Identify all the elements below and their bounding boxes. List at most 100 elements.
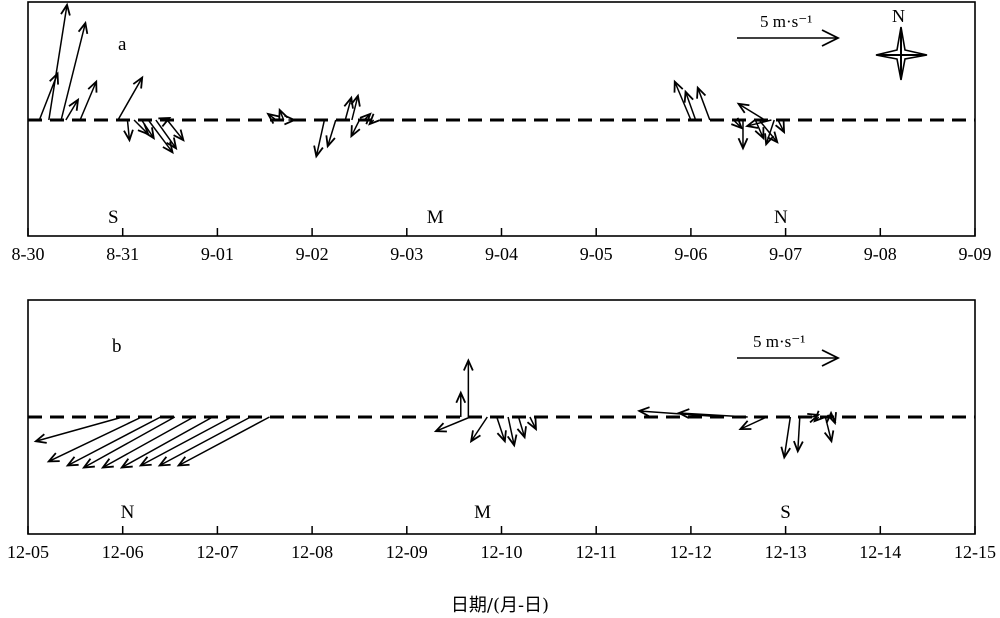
wind-vector-head <box>46 452 60 463</box>
wind-vector-head <box>683 89 694 103</box>
wind-vector-shaft <box>155 119 177 149</box>
wind-vector-shaft <box>133 119 149 135</box>
wind-vector-head <box>823 430 835 444</box>
wind-vector-head <box>737 137 749 151</box>
wind-vector-head <box>736 102 750 114</box>
wind-vector <box>313 119 326 159</box>
wind-vector-shaft <box>140 416 232 467</box>
x-tick-label: 12-07 <box>196 542 238 562</box>
panel-a-label: a <box>118 34 127 55</box>
wind-vector-shaft <box>166 119 184 141</box>
wind-vector-shaft <box>435 416 471 432</box>
wind-vector <box>176 416 270 467</box>
wind-vector-head <box>33 433 47 444</box>
wind-vector-head <box>637 406 650 417</box>
x-tick-label: 8-30 <box>12 244 45 264</box>
wind-vector-head <box>730 117 744 130</box>
wind-vector <box>325 119 337 149</box>
wind-vector <box>158 116 172 128</box>
wind-vector-shaft <box>315 119 326 157</box>
wind-vector-shaft <box>529 416 537 430</box>
wind-vector-head <box>343 95 354 109</box>
wind-vector-head <box>119 458 133 469</box>
scale-arrow-b: 5 m·s⁻¹ <box>737 332 841 367</box>
wind-vector <box>79 79 98 121</box>
wind-vector <box>33 416 123 444</box>
wind-vector-shaft <box>102 416 195 469</box>
wind-vector <box>793 416 804 454</box>
wind-vector <box>65 97 80 121</box>
wind-vector-shaft <box>517 416 526 438</box>
wind-vector <box>496 416 507 444</box>
wind-vector-shaft <box>344 97 353 121</box>
wind-vector-head <box>313 145 324 159</box>
wind-vector <box>48 2 71 121</box>
wind-vector-shaft <box>65 99 79 121</box>
wind-vector <box>676 408 748 419</box>
wind-vector-head <box>673 79 684 93</box>
wind-vector-head <box>157 456 171 467</box>
wind-vector-shaft <box>350 119 361 137</box>
wind-vector-head <box>754 127 765 141</box>
wind-vector-shaft <box>79 81 97 121</box>
wind-vector <box>683 89 697 121</box>
wind-vector <box>730 117 744 130</box>
wind-vector-head <box>60 2 71 16</box>
panel-a-vectors <box>38 2 786 159</box>
wind-vector-shaft <box>147 119 174 153</box>
wind-vector-head <box>138 456 152 467</box>
x-tick-label: 12-12 <box>670 542 712 562</box>
wind-vector-shaft <box>738 103 766 121</box>
wind-vector-head <box>176 456 190 467</box>
wind-vector-head <box>433 422 447 433</box>
wind-vector-shaft <box>83 416 176 469</box>
panel-b-vectors <box>33 358 837 469</box>
wind-vector-head <box>516 426 527 440</box>
x-tick-label: 12-15 <box>954 542 996 562</box>
x-tick-label: 9-08 <box>864 244 897 264</box>
wind-vector <box>826 412 837 426</box>
compass-north-label: N <box>892 6 905 26</box>
wind-vector-shaft <box>351 95 359 121</box>
wind-vector-shaft <box>783 416 792 458</box>
wind-vector-head <box>469 430 481 444</box>
wind-vector <box>737 120 749 151</box>
site-label: N <box>774 207 788 228</box>
wind-vector <box>60 20 89 121</box>
wind-vector <box>100 416 195 469</box>
wind-vector <box>157 416 251 467</box>
scale-arrow-a-head <box>821 29 841 47</box>
wind-vector <box>166 119 185 142</box>
x-tick-label: 9-09 <box>959 244 992 264</box>
wind-vector-shaft <box>777 119 785 133</box>
scale-label-a: 5 m·s⁻¹ <box>760 12 812 31</box>
x-tick-label: 12-09 <box>386 542 428 562</box>
wind-vector <box>123 119 134 143</box>
wind-vector-head <box>68 97 80 111</box>
scale-label-b: 5 m·s⁻¹ <box>753 332 805 351</box>
wind-vector <box>764 119 775 147</box>
wind-vector <box>119 416 214 469</box>
wind-vector <box>138 416 232 467</box>
wind-vector-head <box>463 358 474 371</box>
x-tick-label: 12-14 <box>859 542 901 562</box>
site-label: S <box>780 502 791 523</box>
wind-vector <box>526 416 537 432</box>
wind-vector-shaft <box>684 91 697 121</box>
site-label: M <box>474 502 491 523</box>
wind-vector <box>266 112 279 124</box>
wind-vector-shaft <box>797 416 801 452</box>
wind-vector-shaft <box>141 119 155 139</box>
wind-vector-shaft <box>326 119 337 147</box>
wind-vector-shaft <box>740 416 767 430</box>
wind-vector-shaft <box>470 416 488 442</box>
wind-vector <box>350 119 361 139</box>
x-tick-label: 9-03 <box>390 244 423 264</box>
wind-vector <box>463 358 474 417</box>
wind-vector-head <box>780 446 791 460</box>
wind-vector <box>343 95 354 121</box>
wind-vector-head <box>87 79 98 93</box>
x-tick-label: 9-07 <box>769 244 802 264</box>
